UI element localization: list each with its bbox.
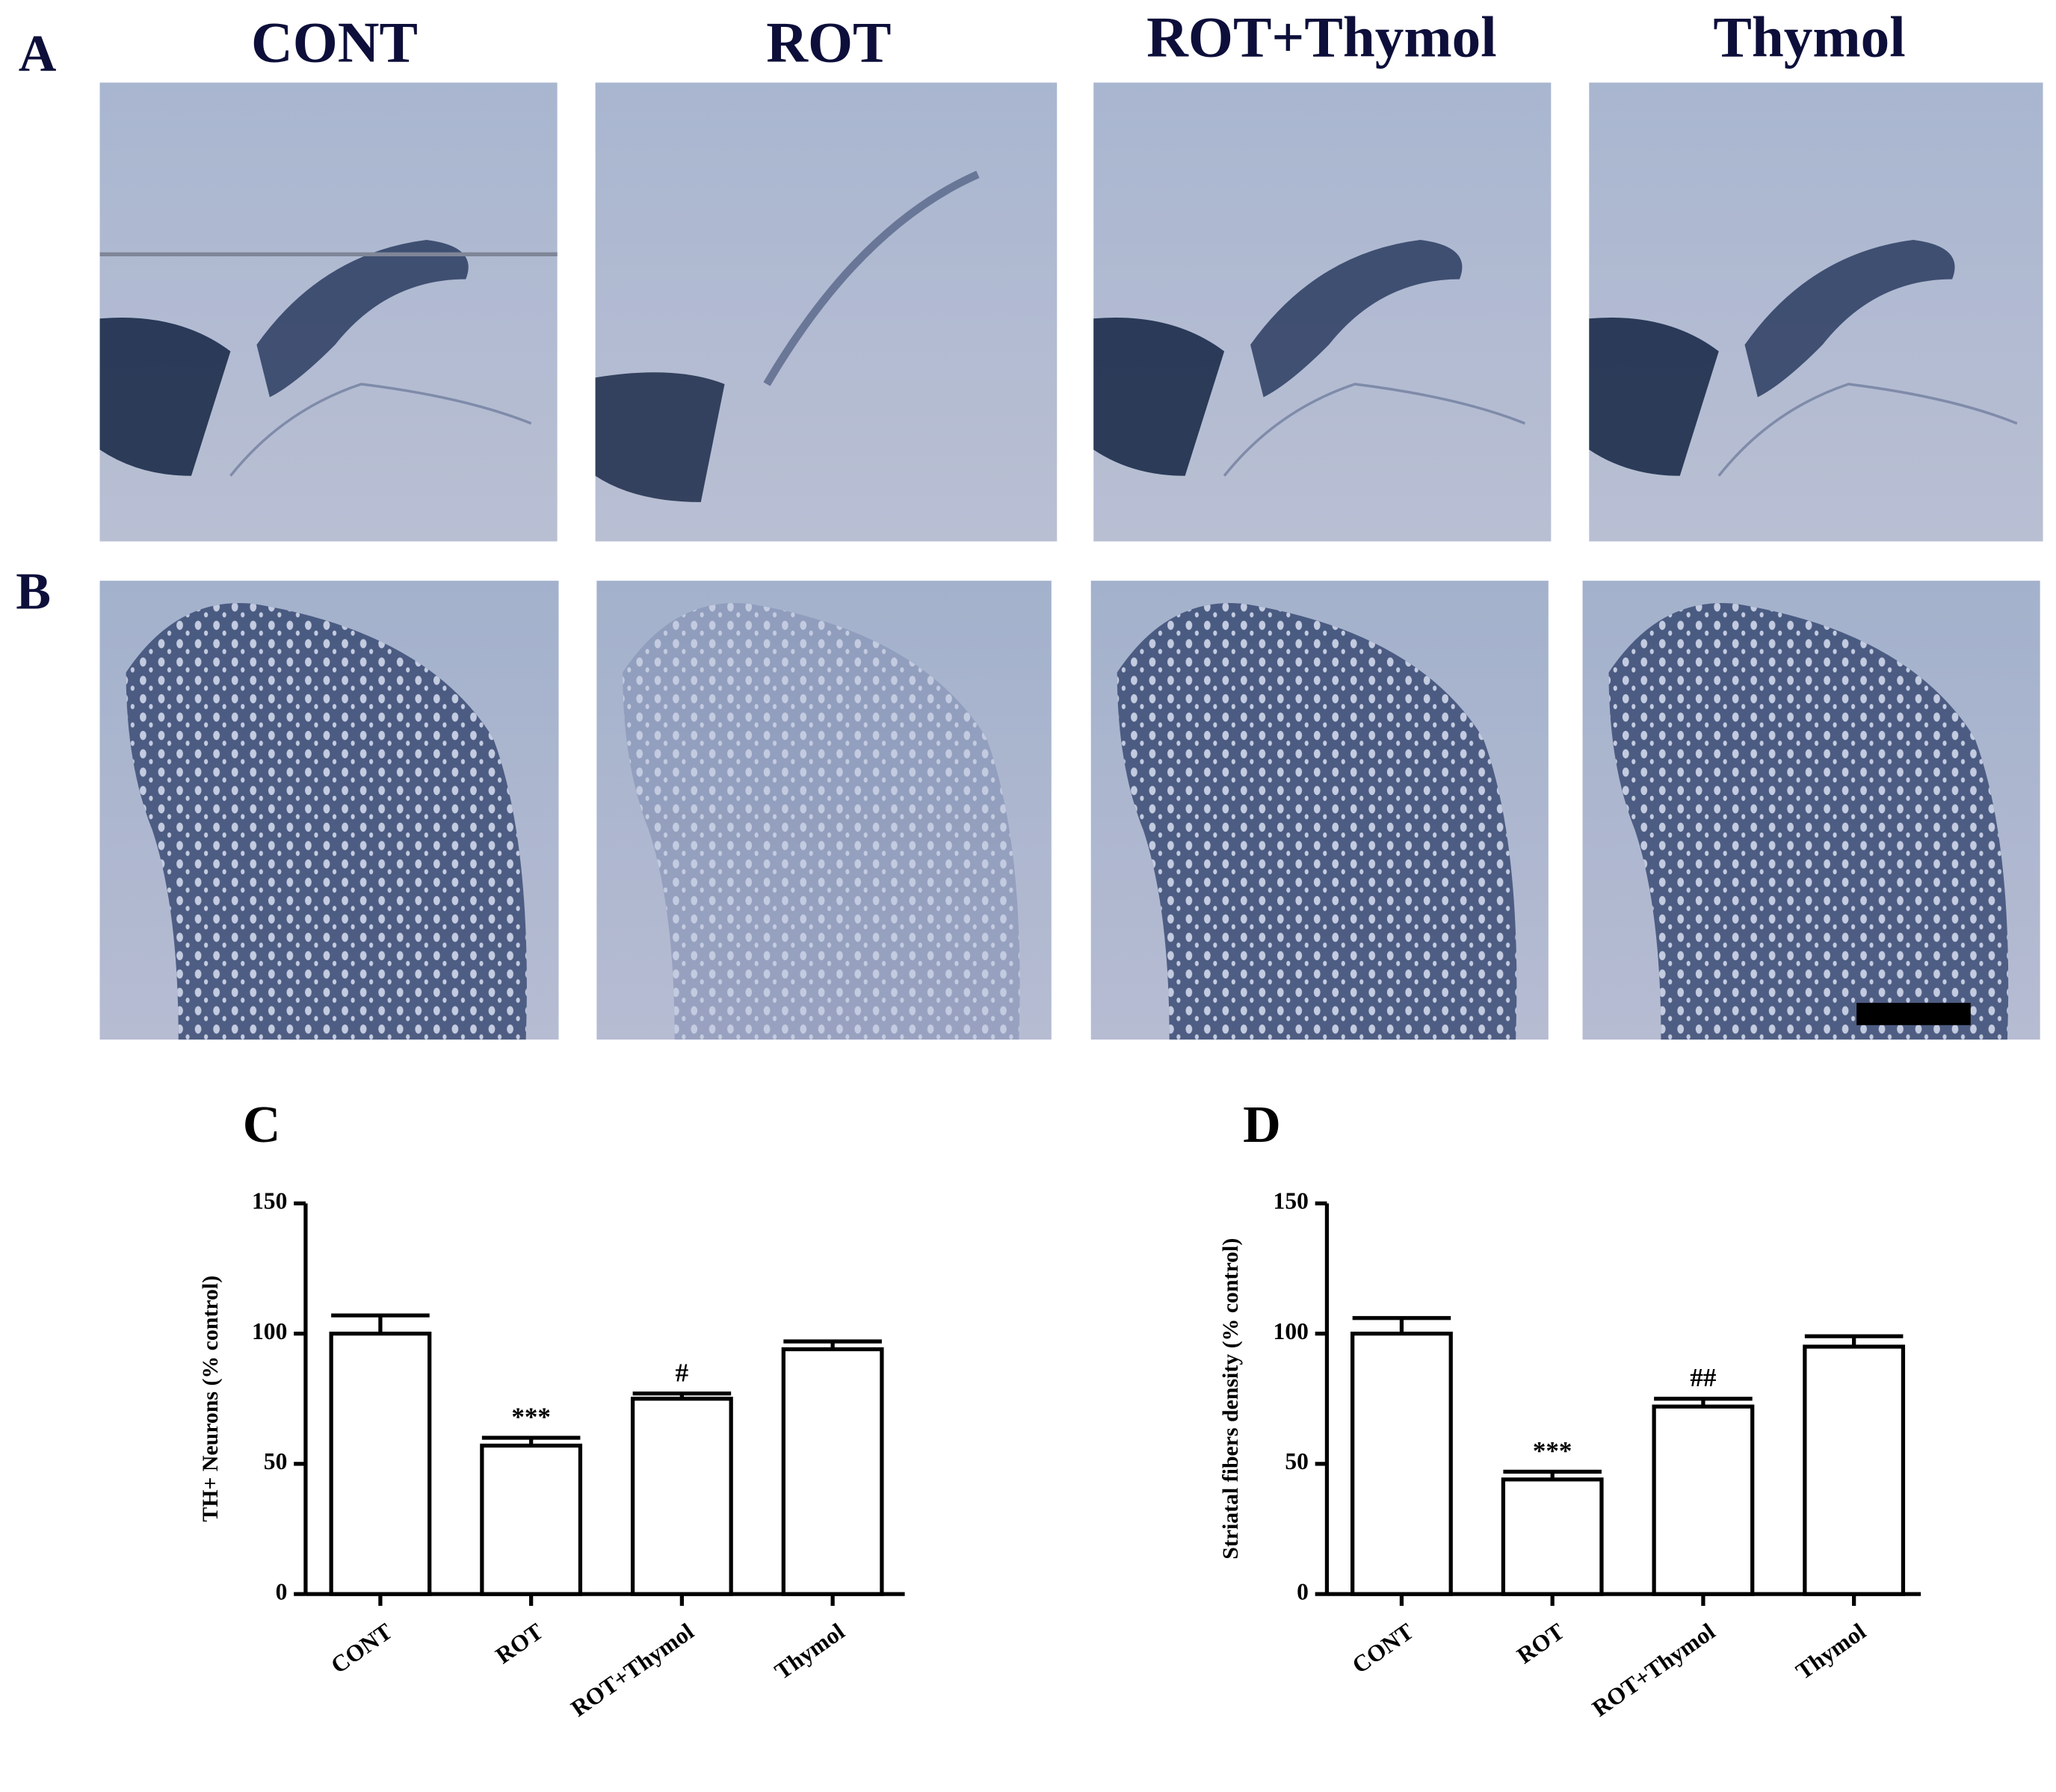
micrograph [98,81,559,543]
panel-label: D [1243,1096,1281,1154]
panel-label: B [16,562,51,620]
y-tick-label: 150 [252,1188,287,1214]
annotation: *** [1533,1436,1572,1465]
micrograph [595,82,1058,542]
micrograph [99,581,559,1040]
micrograph [1587,81,2045,543]
annotation: *** [511,1403,551,1432]
bar [480,1443,583,1596]
bar [1803,1344,1906,1596]
micrograph [596,581,1052,1040]
x-tick-label: CONT [1347,1618,1418,1678]
micrograph [1582,581,2040,1040]
annotation: # [676,1358,689,1387]
bar [329,1331,432,1596]
x-tick-label: ROT+Thymol [1587,1618,1720,1722]
y-axis-label: TH+ Neurons (% control) [198,1276,223,1522]
x-tick-label: ROT [1512,1618,1569,1669]
scale-bar [1856,1002,1971,1025]
x-tick-label: ROT [491,1618,548,1669]
x-tick-label: ROT+Thymol [567,1618,699,1722]
column-title: Thymol [1713,5,1905,69]
y-tick-label: 50 [264,1448,288,1474]
y-tick-label: 150 [1274,1188,1309,1214]
y-tick-label: 0 [276,1578,288,1604]
column-title: CONT [251,10,418,75]
y-tick-label: 100 [252,1318,287,1344]
panel-label: C [243,1096,281,1154]
y-tick-label: 100 [1274,1318,1309,1344]
bar [1652,1404,1755,1596]
micrograph [1090,581,1549,1040]
panel-label: A [19,25,57,83]
x-tick-label: Thymol [770,1618,849,1684]
y-tick-label: 50 [1285,1448,1309,1474]
x-tick-label: CONT [326,1618,397,1678]
annotation: ## [1690,1363,1717,1392]
column-title: ROT+Thymol [1146,5,1497,69]
x-tick-label: Thymol [1791,1618,1871,1684]
bar [781,1347,884,1596]
y-tick-label: 0 [1297,1578,1309,1604]
y-axis-label: Striatal fibers density (% control) [1218,1238,1243,1560]
bar [630,1397,733,1596]
column-title: ROT [766,10,891,75]
bar [1350,1331,1453,1596]
micrograph [1092,81,1553,543]
bar [1501,1477,1604,1596]
